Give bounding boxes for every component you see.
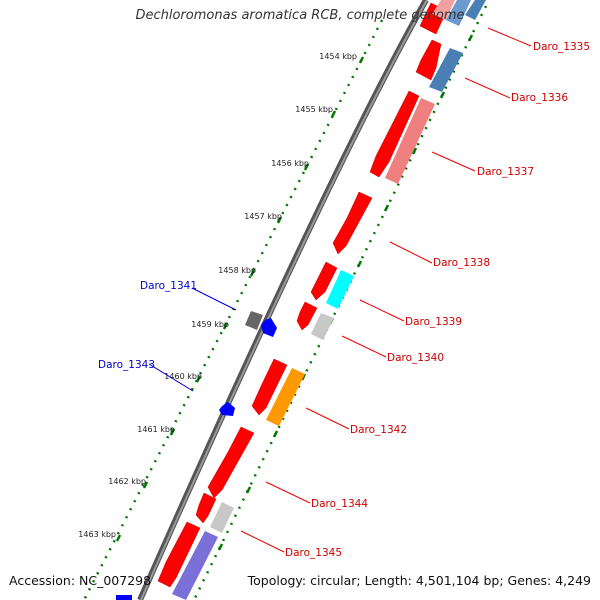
orange-gene-bar xyxy=(266,368,305,426)
kbp-label: 1463 kbp xyxy=(78,530,116,539)
kbp-labels: 1454 kbp 1455 kbp 1456 kbp 1457 kbp 1458… xyxy=(78,52,357,539)
kbp-label: 1458 kbp xyxy=(218,266,256,275)
blue-gene-bar xyxy=(465,0,486,20)
gene-label-daro-1341[interactable]: Daro_1341 xyxy=(140,280,197,292)
leader-lines xyxy=(148,27,532,553)
cyan-gene-bar xyxy=(326,270,354,309)
reverse-strand-genes xyxy=(157,2,448,588)
pink-gene-bar xyxy=(385,98,435,184)
kbp-scale-dotted-track xyxy=(82,19,384,600)
kbp-label: 1460 kbp xyxy=(164,372,202,381)
gray-gene-bar xyxy=(311,313,334,340)
gene-label-daro-1345[interactable]: Daro_1345 xyxy=(285,547,342,559)
pink-gene-bar xyxy=(432,0,455,20)
gene-label-daro-1337[interactable]: Daro_1337 xyxy=(477,166,534,178)
genome-backbone xyxy=(137,0,429,600)
topology-text: Topology: circular; Length: 4,501,104 bp… xyxy=(247,573,591,588)
purple-gene-bar xyxy=(172,531,218,600)
gene-daro-1341-gray-block xyxy=(245,311,263,330)
gene-daro-1340-arrow xyxy=(296,301,318,331)
kbp-label: 1459 kbp xyxy=(191,320,229,329)
gene-label-daro-1343[interactable]: Daro_1343 xyxy=(98,359,155,371)
gene-daro-1338-arrow xyxy=(332,191,373,255)
gene-label-daro-1335[interactable]: Daro_1335 xyxy=(533,41,590,53)
kbp-label: 1455 kbp xyxy=(295,105,333,114)
gene-labels: Daro_1335 Daro_1336 Daro_1337 Daro_1338 … xyxy=(98,41,590,559)
blue-gene-bar xyxy=(446,0,471,26)
inner-features xyxy=(116,311,277,600)
gene-daro-1343-blue-arrow xyxy=(219,402,235,416)
kbp-label: 1462 kbp xyxy=(108,477,146,486)
blue-gene-bar xyxy=(429,48,463,92)
genome-title: Dechloromonas aromatica RCB, complete ge… xyxy=(135,8,465,23)
gene-daro-1345-arrow xyxy=(195,492,217,524)
kbp-label: 1457 kbp xyxy=(244,212,282,221)
gene-daro-1341-blue-arrow xyxy=(261,318,277,337)
gene-label-daro-1338[interactable]: Daro_1338 xyxy=(433,257,490,269)
gene-daro-1337-arrow xyxy=(369,90,420,178)
accession-text: Accession: NC_007298 xyxy=(9,573,152,588)
gene-daro-1336-arrow xyxy=(415,39,442,81)
blue-gene-bar xyxy=(116,595,132,600)
track-genes xyxy=(172,0,486,600)
gray-gene-bar xyxy=(210,502,234,533)
kbp-label: 1456 kbp xyxy=(271,159,309,168)
gene-daro-1339-arrow xyxy=(310,261,338,301)
genome-backbone-highlight xyxy=(140,0,428,600)
gene-label-daro-1342[interactable]: Daro_1342 xyxy=(350,424,407,436)
gene-label-daro-1340[interactable]: Daro_1340 xyxy=(387,352,444,364)
gene-label-daro-1336[interactable]: Daro_1336 xyxy=(511,92,568,104)
gene-daro-1342-arrow xyxy=(251,358,288,416)
kbp-label: 1454 kbp xyxy=(319,52,357,61)
gene-label-daro-1344[interactable]: Daro_1344 xyxy=(311,498,368,510)
gene-label-daro-1339[interactable]: Daro_1339 xyxy=(405,316,462,328)
gene-red-arrow xyxy=(157,521,201,588)
kbp-label: 1461 kbp xyxy=(137,425,175,434)
